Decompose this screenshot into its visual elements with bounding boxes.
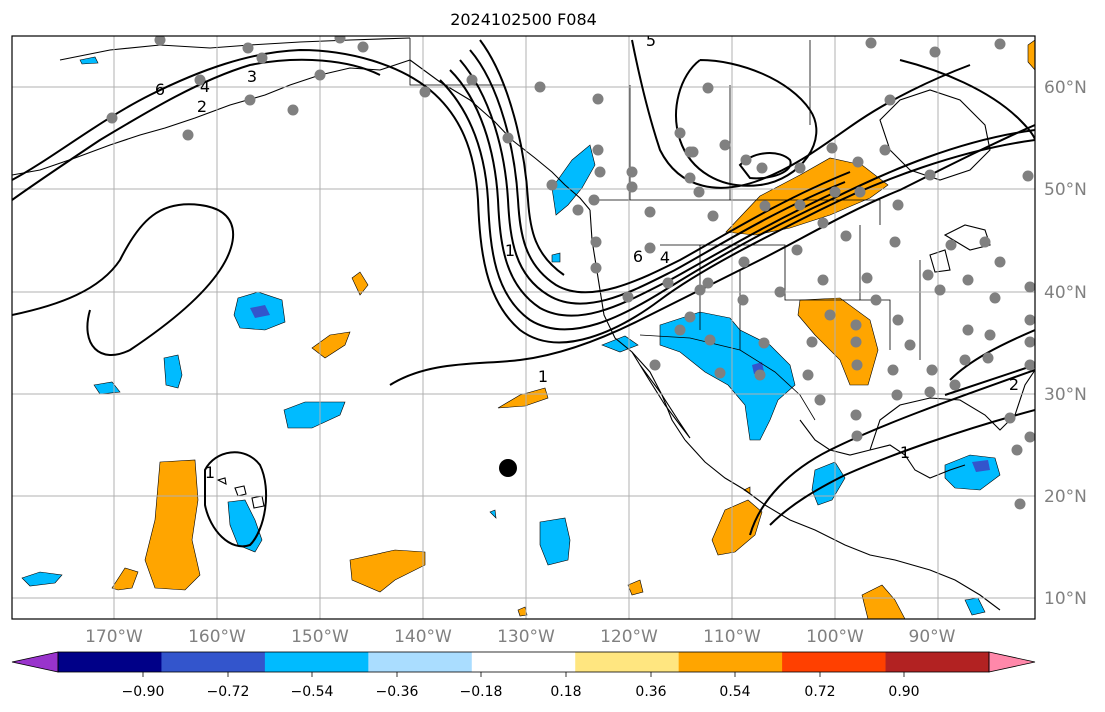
latitude-axis: 60°N 50°N 40°N 30°N 20°N 10°N (1044, 78, 1087, 609)
station-dots (106, 36, 1035, 510)
colorbar: −0.90 −0.72 −0.54 −0.36 −0.18 0.18 0.36 … (11, 651, 1036, 700)
contour-label: 4 (660, 248, 670, 267)
colorbar-cell (885, 652, 990, 672)
lat-tick-label: 20°N (1044, 487, 1087, 507)
contour-label: 6 (633, 247, 643, 266)
colorbar-frame (57, 651, 990, 673)
contour-label: 4 (200, 77, 210, 96)
lon-tick-label: 160°W (188, 627, 246, 647)
lon-tick-label: 120°W (600, 627, 658, 647)
colorbar-cell (264, 652, 369, 672)
colorbar-tick-label: −0.36 (376, 684, 419, 700)
colorbar-max-extension (988, 651, 1036, 673)
contour-label: 1 (900, 443, 910, 462)
colorbar-tick-label: −0.90 (122, 684, 165, 700)
colorbar-min-extension (11, 651, 59, 673)
colorbar-tick-label: 0.36 (635, 684, 666, 700)
longitude-axis: 170°W 160°W 150°W 140°W 130°W 120°W 110°… (85, 627, 956, 647)
colorbar-tick-label: 0.72 (804, 684, 835, 700)
lat-tick-label: 10°N (1044, 589, 1087, 609)
lon-tick-label: 140°W (394, 627, 452, 647)
lat-tick-label: 30°N (1044, 385, 1087, 405)
contour-label: 1 (538, 367, 548, 386)
colorbar-tick-label: −0.18 (460, 684, 503, 700)
colorbar-cell (58, 652, 162, 672)
colorbar-tick-label: 0.90 (888, 684, 919, 700)
colorbar-cell (575, 652, 680, 672)
lat-tick-label: 50°N (1044, 180, 1087, 200)
colorbar-cell (471, 652, 576, 672)
contour-label: 6 (155, 80, 165, 99)
lon-tick-label: 110°W (703, 627, 761, 647)
contour-label: 1 (505, 241, 515, 260)
contour-label: 1 (205, 463, 215, 482)
colorbar-tick-label: 0.18 (550, 684, 581, 700)
lat-tick-label: 60°N (1044, 78, 1087, 98)
colorbar-labels: −0.90 −0.72 −0.54 −0.36 −0.18 0.18 0.36 … (122, 684, 920, 700)
forecast-point-marker (499, 459, 517, 477)
map-frame (11, 35, 1036, 620)
contour-label: 2 (1009, 375, 1019, 394)
map-title: 2024102500 F084 (450, 10, 597, 29)
lat-lon-grid (12, 36, 1035, 619)
contour-label: 5 (646, 31, 656, 50)
lat-tick-label: 40°N (1044, 283, 1087, 303)
colorbar-tick-label: −0.54 (291, 684, 334, 700)
lon-tick-label: 90°W (909, 627, 956, 647)
lon-tick-label: 150°W (291, 627, 349, 647)
colorbar-cell (161, 652, 266, 672)
colorbar-tick-label: 0.54 (719, 684, 750, 700)
colorbar-cell (782, 652, 887, 672)
colorbar-cell (368, 652, 473, 672)
positive-anomaly-shading (111, 39, 1035, 619)
colorbar-cell (678, 652, 783, 672)
contour-label: 3 (247, 67, 257, 86)
lon-tick-label: 170°W (85, 627, 143, 647)
colorbar-cells (58, 652, 990, 672)
lon-tick-label: 130°W (497, 627, 555, 647)
colorbar-tick-label: −0.72 (207, 684, 250, 700)
lon-tick-label: 100°W (806, 627, 864, 647)
contour-labels: 1 2 3 4 6 1 6 4 5 2 1 1 (155, 31, 1019, 482)
contour-label: 2 (197, 97, 207, 116)
colorbar-ticks (142, 672, 905, 677)
